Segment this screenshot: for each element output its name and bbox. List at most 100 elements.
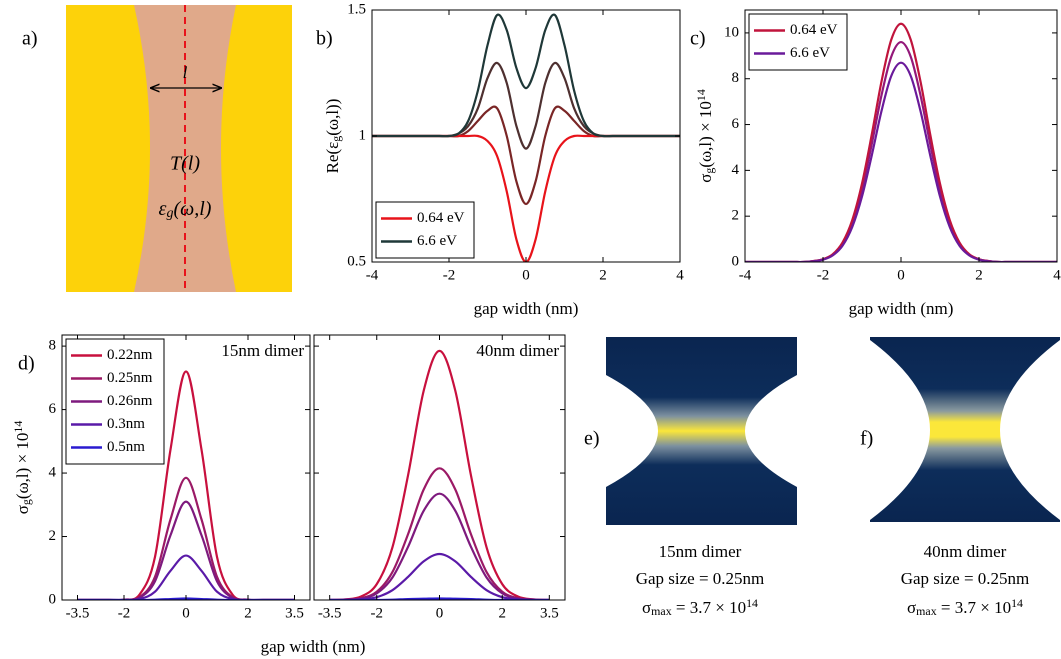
y-tick-label: 4 (49, 464, 57, 480)
y-tick-label: 6 (49, 401, 57, 417)
text-part: max (651, 604, 672, 618)
panel-label: d) (18, 353, 35, 375)
text-part: 14 (746, 596, 758, 610)
x-tick-label: -4 (739, 267, 752, 283)
panel-label: a) (22, 28, 38, 50)
legend-label: 6.6 eV (790, 45, 830, 61)
text-part: (ω,l) × 10 (13, 433, 32, 500)
x-tick-label: 0 (522, 267, 530, 283)
y-tick-label: 2 (49, 528, 57, 544)
y-tick-label: 6 (732, 116, 740, 132)
x-tick-label: -2 (817, 267, 830, 283)
legend-label: 0.26nm (107, 393, 153, 409)
data-line (77, 500, 295, 600)
caption-gap: Gap size = 0.25nm (636, 569, 765, 588)
y-tick-label: 0 (732, 253, 740, 269)
permittivity-label: εg(ω,l) (159, 198, 212, 221)
y-tick-label: 1 (359, 127, 367, 143)
x-tick-label: -3.5 (318, 605, 342, 621)
y-tick-label: 0 (49, 591, 57, 607)
text-part: 14 (11, 421, 25, 433)
caption-sigma: σmax = 3.7 × 1014 (642, 596, 758, 618)
width-label: l (183, 63, 188, 82)
x-tick-label: -2 (443, 267, 456, 283)
x-tick-label: -3.5 (66, 605, 90, 621)
data-line (745, 22, 1057, 262)
legend-label: 6.6 eV (417, 233, 457, 249)
data-line (77, 554, 295, 600)
y-tick-label: 10 (724, 24, 739, 40)
panel-label: f) (860, 428, 873, 450)
caption-sigma: σmax = 3.7 × 1014 (907, 596, 1023, 618)
data-line (329, 349, 550, 600)
x-tick-label: 2 (975, 267, 983, 283)
y-tick-label: 4 (732, 162, 740, 178)
particle-right (1000, 340, 1060, 520)
panel-title: 40nm dimer (476, 341, 559, 360)
x-tick-label: 0 (436, 605, 444, 621)
data-line (372, 13, 680, 138)
data-line (745, 61, 1057, 262)
text-part: 14 (694, 89, 708, 101)
caption-gap: Gap size = 0.25nm (901, 569, 1030, 588)
data-line (329, 492, 550, 600)
y-tick-label: 8 (49, 338, 57, 354)
x-tick-label: -2 (371, 605, 384, 621)
text-part: σ (907, 598, 916, 617)
x-tick-label: 2 (499, 605, 507, 621)
panel-label: b) (316, 28, 333, 50)
particle-left (870, 340, 930, 520)
text-part: (ω,l) (173, 198, 211, 220)
text-part: ε (159, 198, 167, 220)
y-tick-label: 0.5 (347, 253, 366, 269)
data-line (745, 40, 1057, 262)
text-part: g (329, 136, 343, 142)
caption-title: 40nm dimer (924, 542, 1007, 561)
panel-label: e) (584, 428, 600, 450)
legend-box (375, 201, 475, 259)
x-tick-label: 4 (1053, 267, 1061, 283)
x-tick-label: -2 (118, 605, 131, 621)
text-part: σ (642, 598, 651, 617)
legend-label: 0.25nm (107, 370, 153, 386)
legend-label: 0.64 eV (790, 22, 838, 38)
gap-region (134, 5, 236, 292)
y-axis-label: σg(ω,l) × 1014 (11, 421, 33, 515)
y-axis-label: σg(ω,l) × 1014 (694, 89, 716, 183)
y-tick-label: 2 (732, 208, 740, 224)
text-part: = 3.7 × 10 (937, 598, 1011, 617)
particle-right (745, 375, 797, 487)
x-tick-label: 3.5 (540, 605, 559, 621)
y-tick-label: 1.5 (347, 1, 366, 17)
text-part: g (166, 206, 173, 221)
legend-label: 0.3nm (107, 416, 145, 432)
legend-box (748, 13, 848, 71)
panel-title: 15nm dimer (221, 341, 304, 360)
text-part: σ (696, 174, 715, 183)
x-tick-label: 0 (182, 605, 190, 621)
legend-label: 0.64 eV (417, 210, 465, 226)
text-part: 14 (1011, 596, 1023, 610)
y-tick-label: 8 (732, 70, 740, 86)
text-part: g (19, 499, 33, 505)
text-part: g (702, 168, 716, 174)
text-part: (ω,l) × 10 (696, 101, 715, 168)
x-tick-label: 4 (676, 267, 684, 283)
x-tick-label: 3.5 (285, 605, 304, 621)
legend-label: 0.5nm (107, 439, 145, 455)
x-tick-label: -4 (366, 267, 379, 283)
text-part: Re(ε (323, 142, 342, 174)
legend-label: 0.22nm (107, 347, 153, 363)
x-tick-label: 2 (244, 605, 252, 621)
y-axis-label: Re(εg(ω,l)) (323, 99, 343, 174)
data-line (77, 370, 295, 600)
x-axis-label: gap width (nm) (261, 637, 366, 656)
particle-left (606, 375, 658, 487)
text-part: = 3.7 × 10 (672, 598, 746, 617)
text-part: max (916, 604, 937, 618)
text-part: (ω,l)) (323, 99, 342, 136)
x-axis-label: gap width (nm) (474, 299, 579, 318)
transmission-label: T(l) (170, 153, 200, 175)
x-tick-label: 2 (599, 267, 607, 283)
